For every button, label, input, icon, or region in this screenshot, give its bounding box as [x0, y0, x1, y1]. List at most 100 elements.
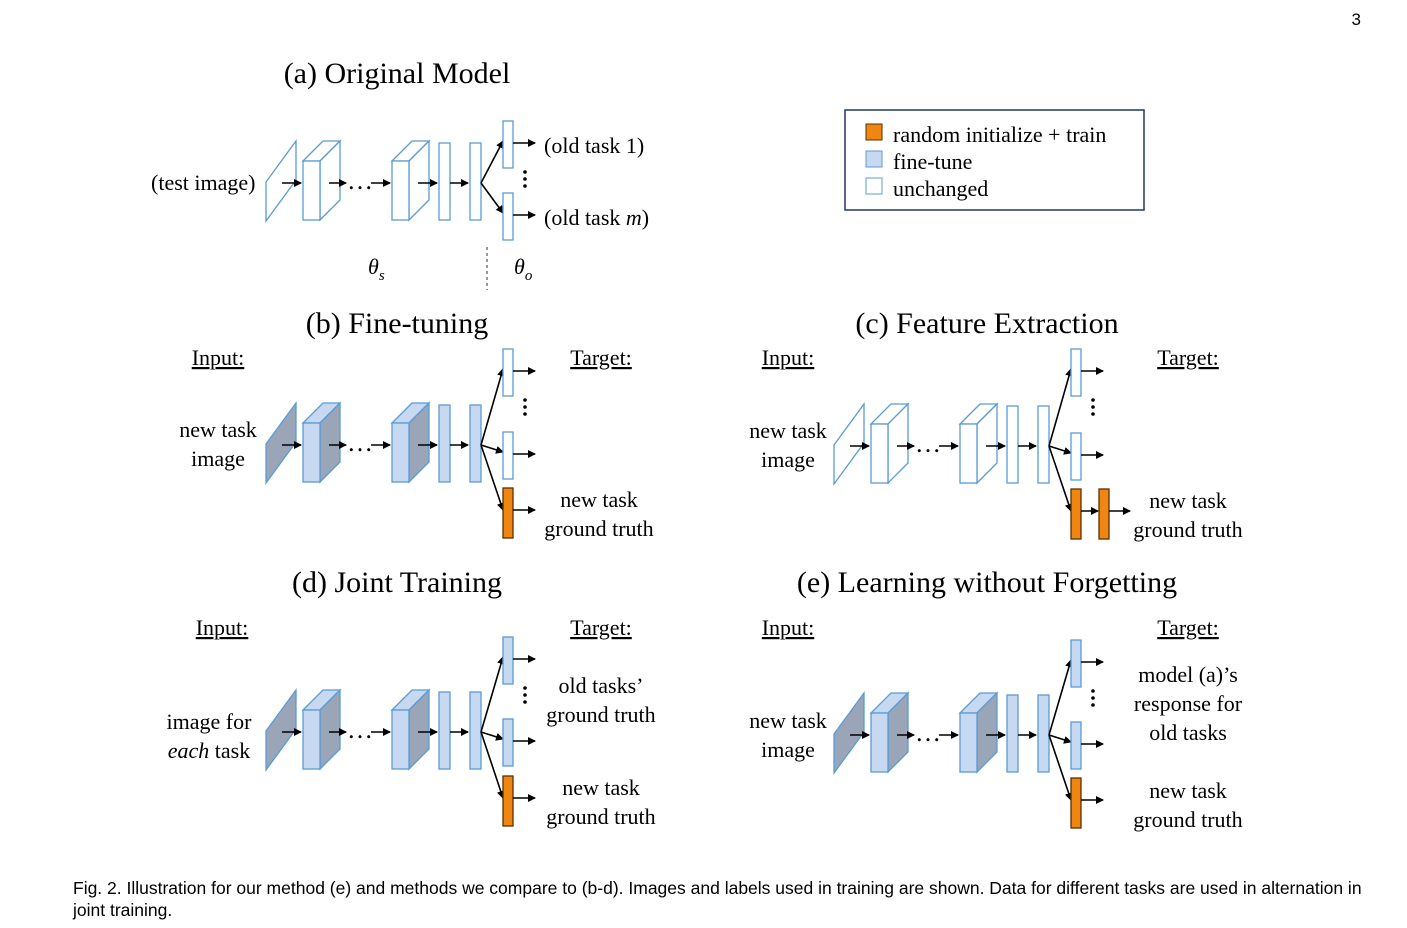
panel-e-input-heading: Input: — [762, 615, 815, 640]
legend-swatch-train — [865, 123, 883, 141]
vertical-dot-3 — [1091, 412, 1095, 416]
input-plane-layer — [265, 401, 297, 485]
branch-old-task-1 — [480, 140, 504, 184]
legend-swatch-unchanged — [865, 177, 883, 195]
branch-new-task — [480, 444, 505, 511]
panel-e-target-old-line-1: model (a)’s — [1138, 662, 1238, 687]
ellipsis: … — [347, 715, 373, 744]
panel-b-input-line-1: new task — [179, 417, 257, 442]
vertical-dot-2 — [523, 693, 527, 697]
legend-label-finetune: fine-tune — [893, 149, 972, 174]
panel-d-input-heading: Input: — [196, 615, 249, 640]
branch-old-task-m — [480, 444, 504, 454]
legend: random initialize + train fine-tune unch… — [844, 109, 1145, 211]
conv-layer-n-front — [959, 712, 978, 773]
ellipsis: … — [347, 166, 373, 195]
legend-box — [844, 109, 1145, 211]
old-task-1-head — [502, 120, 514, 169]
panel-d-input-line-2: each task — [168, 738, 250, 763]
new-task-head — [502, 487, 514, 539]
panel-c-input-heading: Input: — [762, 345, 815, 370]
branch-new-task — [1048, 445, 1073, 512]
old-task-m-head — [502, 718, 514, 767]
panel-a-output-old-task-1: (old task 1) — [544, 133, 644, 158]
panel-d-title: (d) Joint Training — [292, 566, 502, 599]
panel-b-input-line-2: image — [191, 446, 245, 471]
ellipsis: … — [915, 718, 941, 747]
branch-new-task — [1048, 734, 1073, 801]
input-plane-layer — [833, 691, 865, 775]
panel-b-target-new-line-1: new task — [560, 487, 638, 512]
panel-b-network: … — [265, 348, 536, 539]
panel-c-input-line-2: image — [761, 447, 815, 472]
new-task-head — [1070, 777, 1082, 829]
theta-s-label: θs — [368, 254, 385, 284]
branch-old-task-m — [480, 731, 504, 741]
conv-layer-2-front — [302, 422, 321, 483]
conv-layer-n-front — [391, 160, 410, 221]
vertical-dot-2 — [1091, 696, 1095, 700]
fc-layer-1 — [438, 142, 451, 221]
conv-layer-2-front — [302, 160, 321, 221]
branch-old-task-1 — [1048, 368, 1073, 447]
vertical-dot-2 — [523, 405, 527, 409]
old-task-m-head — [1070, 432, 1082, 481]
panel-c-target-new-line-2: ground truth — [1133, 517, 1242, 542]
fc-layer-2 — [469, 142, 482, 221]
conv-layer-n-front — [391, 709, 410, 770]
panel-b-input-heading: Input: — [192, 345, 245, 370]
vertical-dot-1 — [1091, 398, 1095, 402]
vertical-dot-3 — [523, 412, 527, 416]
panel-c-target-heading: Target: — [1157, 345, 1219, 370]
panel-e-target-heading: Target: — [1157, 615, 1219, 640]
fc-layer-1 — [438, 691, 451, 770]
vertical-dot-1 — [523, 170, 527, 174]
fc-layer-1 — [438, 404, 451, 483]
panel-d-target-heading: Target: — [570, 615, 632, 640]
old-task-1-head — [502, 636, 514, 685]
fc-layer-1 — [1006, 405, 1019, 484]
vertical-dot-2 — [523, 177, 527, 181]
branch-new-task — [480, 731, 505, 799]
panel-d-input-line-1: image for — [167, 709, 253, 734]
panel-e-title: (e) Learning without Forgetting — [797, 566, 1177, 599]
branch-old-task-1 — [480, 656, 505, 733]
branch-old-task-1 — [1048, 659, 1073, 736]
branch-old-task-m — [1048, 445, 1072, 455]
vertical-dot-3 — [523, 184, 527, 188]
panel-c-network: … — [833, 348, 1131, 540]
panel-d-target-old-line-2: ground truth — [546, 702, 655, 727]
branch-old-task-m — [1048, 734, 1072, 744]
panel-e-input-line-2: image — [761, 737, 815, 762]
legend-swatch-finetune — [865, 150, 883, 168]
old-task-m-head — [502, 431, 514, 480]
panel-e-target-new-line-2: ground truth — [1133, 807, 1242, 832]
ellipsis: … — [347, 428, 373, 457]
panel-d-target-old-line-1: old tasks’ — [559, 673, 644, 698]
panel-c-target-new-line-1: new task — [1149, 488, 1227, 513]
panel-e-target-new-line-1: new task — [1149, 778, 1227, 803]
branch-old-task-m — [480, 182, 504, 214]
panel-a-input-label: (test image) — [151, 170, 255, 195]
fc-layer-1 — [1006, 694, 1019, 773]
old-task-1-head — [502, 348, 514, 397]
theta-o-label: θo — [514, 254, 533, 284]
panel-e-input-line-1: new task — [749, 708, 827, 733]
figure: (a) Original Model (b) Fine-tuning (c) F… — [151, 57, 1243, 832]
panel-b-target-new-line-2: ground truth — [544, 516, 653, 541]
conv-layer-n-front — [959, 423, 978, 484]
conv-layer-n-front — [391, 422, 410, 483]
panel-d-target-new-line-2: ground truth — [546, 804, 655, 829]
old-task-m-head — [502, 192, 514, 241]
legend-label-unchanged: unchanged — [893, 176, 988, 201]
figure-caption: Fig. 2. Illustration for our method (e) … — [73, 878, 1362, 920]
vertical-dot-1 — [523, 686, 527, 690]
fc-layer-2 — [469, 691, 482, 770]
conv-layer-2-front — [870, 712, 889, 773]
old-task-1-head — [1070, 348, 1082, 397]
panel-b-target-heading: Target: — [570, 345, 632, 370]
legend-label-train: random initialize + train — [893, 122, 1106, 147]
conv-layer-2-front — [870, 423, 889, 484]
new-task-head — [502, 775, 514, 827]
vertical-dot-3 — [1091, 703, 1095, 707]
